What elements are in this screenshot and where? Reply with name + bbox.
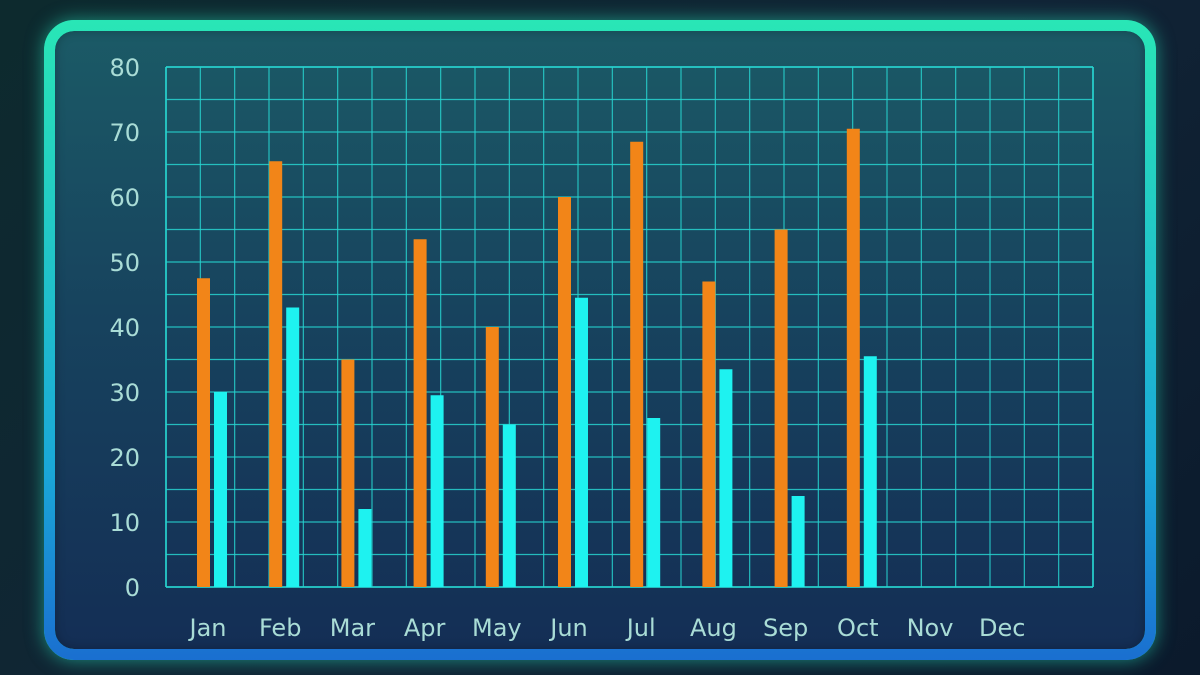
x-tick-label: Jul: [625, 614, 656, 642]
bar: [197, 278, 210, 587]
bar: [774, 229, 788, 587]
y-axis-ticks: 0 10 20 30 40 50 60 70 80: [109, 54, 140, 602]
x-tick-label: Oct: [837, 614, 879, 642]
x-tick-label: Aug: [690, 614, 737, 642]
y-tick-label: 50: [109, 249, 140, 277]
x-tick-label: Sep: [763, 614, 808, 642]
bar: [358, 509, 372, 587]
bar: [341, 359, 355, 587]
bar: [214, 392, 227, 587]
x-tick-label: Apr: [404, 614, 446, 642]
grid: [165, 66, 1094, 588]
bar: [485, 327, 499, 587]
bar: [791, 496, 805, 587]
bar: [558, 197, 571, 587]
x-tick-label: May: [472, 614, 522, 642]
x-tick-label: Dec: [979, 614, 1025, 642]
y-tick-label: 60: [109, 184, 140, 212]
y-tick-label: 0: [125, 574, 140, 602]
bar: [286, 307, 300, 587]
bar: [702, 281, 716, 587]
bars: [197, 128, 877, 587]
bar: [647, 418, 661, 587]
bar: [413, 239, 427, 587]
bar: [846, 128, 860, 587]
y-tick-label: 10: [109, 509, 140, 537]
chart-frame: [44, 20, 1156, 660]
bar: [863, 356, 877, 587]
bar: [502, 424, 516, 587]
y-tick-label: 70: [109, 119, 140, 147]
y-tick-label: 40: [109, 314, 140, 342]
bar: [575, 297, 588, 587]
x-tick-label: Jan: [188, 614, 227, 642]
x-axis-ticks: Jan Feb Mar Apr May Jun Jul Aug Sep Oct Nov Dec: [188, 614, 1026, 642]
y-tick-label: 20: [109, 444, 140, 472]
bar: [719, 369, 733, 587]
bar: [269, 161, 283, 587]
y-tick-label: 30: [109, 379, 140, 407]
x-tick-label: Feb: [259, 614, 302, 642]
x-tick-label: Nov: [907, 614, 954, 642]
bar: [430, 395, 444, 587]
x-tick-label: Mar: [330, 614, 375, 642]
bar: [630, 141, 644, 587]
y-tick-label: 80: [109, 54, 140, 82]
x-tick-label: Jun: [548, 614, 588, 642]
